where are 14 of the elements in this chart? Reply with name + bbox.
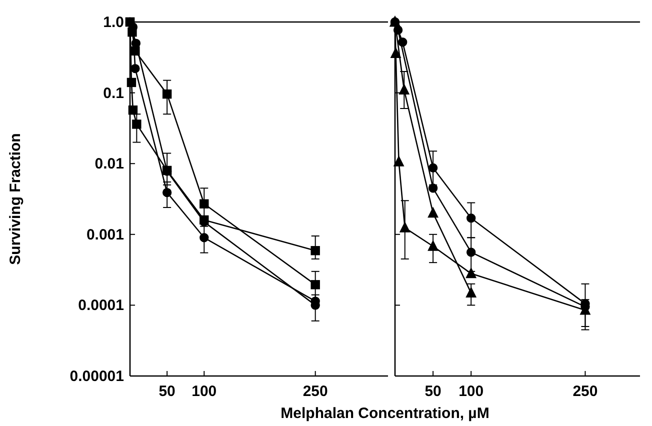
y-tick-label: 1.0 (103, 14, 124, 31)
x-tick-label: 50 (424, 383, 442, 400)
y-axis-title: Surviving Fraction (7, 133, 24, 265)
x-tick-label: 250 (302, 383, 328, 400)
y-tick-label: 0.001 (86, 226, 124, 244)
y-tick-label: 0.00001 (70, 368, 124, 385)
x-tick-label: 250 (572, 383, 598, 400)
y-tick-label: 0.0001 (78, 297, 124, 314)
x-tick-label: 100 (192, 383, 217, 400)
y-tick-label: 0.01 (94, 156, 124, 173)
x-axis-title: Melphalan Concentration, µM (280, 405, 490, 422)
x-tick-label: 50 (158, 383, 176, 400)
x-tick-label: 100 (458, 383, 484, 400)
y-tick-label: 0.1 (103, 84, 124, 102)
